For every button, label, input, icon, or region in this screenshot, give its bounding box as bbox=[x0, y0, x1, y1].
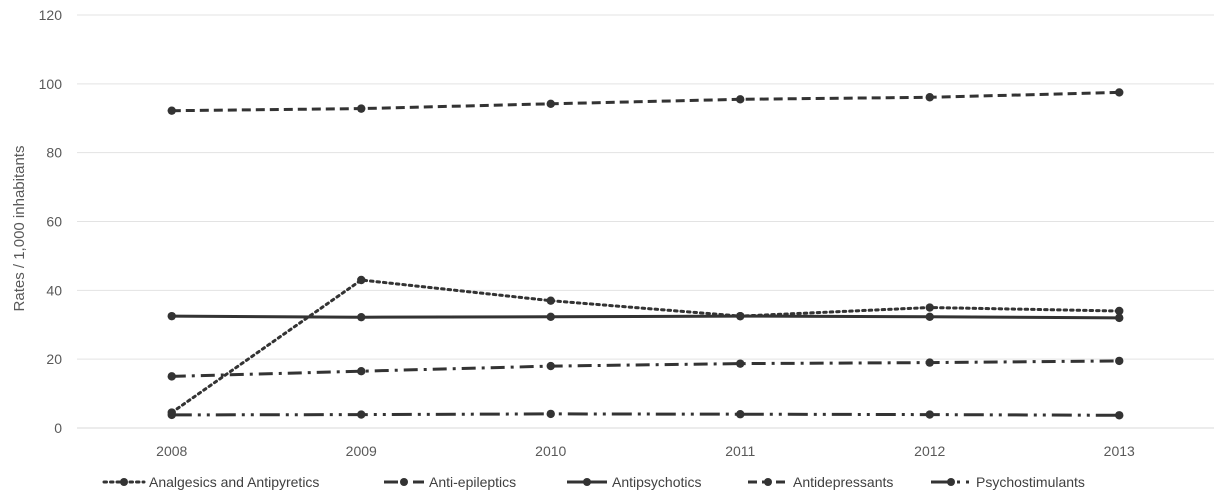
data-point bbox=[1115, 411, 1124, 420]
y-tick-label: 60 bbox=[46, 214, 62, 230]
x-tick-label: 2009 bbox=[346, 443, 377, 459]
data-point bbox=[1115, 306, 1124, 316]
legend-marker bbox=[947, 478, 955, 486]
legend-label: Psychostimulants bbox=[976, 474, 1085, 490]
series-line-3 bbox=[171, 90, 1120, 113]
legend-item: Anti-epileptics bbox=[384, 474, 516, 490]
y-tick-label: 0 bbox=[54, 420, 62, 436]
legend-item: Antidepressants bbox=[748, 474, 893, 490]
x-tick-label: 2013 bbox=[1104, 443, 1135, 459]
data-point bbox=[1115, 313, 1124, 323]
data-point bbox=[1115, 88, 1124, 97]
legend-item: Psychostimulants bbox=[931, 474, 1085, 490]
series-line-2 bbox=[171, 314, 1120, 320]
y-axis-title: Rates / 1,000 inhabitants bbox=[11, 146, 28, 312]
data-point bbox=[357, 275, 366, 285]
data-point bbox=[167, 106, 176, 115]
x-tick-label: 2011 bbox=[725, 443, 755, 459]
y-tick-label: 40 bbox=[46, 282, 62, 298]
data-point bbox=[546, 99, 555, 108]
data-point bbox=[357, 104, 366, 113]
x-tick-label: 2008 bbox=[156, 443, 187, 459]
data-point bbox=[546, 312, 555, 322]
series-line-4 bbox=[171, 412, 1120, 417]
legend-item: Analgesics and Antipyretics bbox=[102, 474, 319, 490]
data-point bbox=[925, 312, 934, 322]
data-point bbox=[736, 311, 745, 321]
x-axis-ticks: 2008 2009 2010 2011 2012 2013 bbox=[156, 443, 1135, 459]
legend-label: Antidepressants bbox=[793, 474, 893, 490]
gridlines bbox=[77, 14, 1214, 360]
data-point bbox=[1115, 356, 1124, 366]
x-tick-label: 2010 bbox=[535, 443, 566, 459]
series-line-0 bbox=[170, 278, 1121, 414]
y-tick-label: 100 bbox=[39, 76, 63, 92]
legend-label: Anti-epileptics bbox=[429, 474, 516, 490]
legend-item: Antipsychotics bbox=[567, 474, 701, 490]
series-group bbox=[167, 88, 1124, 420]
legend-marker bbox=[764, 478, 772, 486]
data-point bbox=[925, 303, 934, 312]
data-point bbox=[357, 312, 366, 322]
legend-label: Analgesics and Antipyretics bbox=[149, 474, 319, 490]
data-point bbox=[167, 410, 176, 420]
data-point bbox=[357, 410, 366, 419]
data-point bbox=[736, 359, 745, 368]
data-point bbox=[167, 311, 176, 321]
y-tick-label: 20 bbox=[46, 351, 62, 367]
legend-marker bbox=[583, 478, 591, 486]
data-point bbox=[357, 367, 366, 376]
x-tick-label: 2012 bbox=[914, 443, 945, 459]
data-point bbox=[925, 358, 934, 367]
data-point bbox=[546, 409, 555, 419]
data-point bbox=[925, 93, 934, 102]
data-point bbox=[736, 410, 745, 419]
legend: Analgesics and Antipyretics Anti-epilepti… bbox=[102, 474, 1085, 490]
legend-marker bbox=[120, 478, 128, 486]
data-point bbox=[925, 410, 934, 419]
data-point bbox=[546, 361, 555, 371]
data-point bbox=[546, 296, 555, 305]
y-tick-label: 120 bbox=[39, 7, 63, 23]
legend-label: Antipsychotics bbox=[612, 474, 701, 490]
legend-marker bbox=[400, 478, 408, 486]
data-point bbox=[736, 95, 745, 104]
data-point bbox=[167, 372, 176, 381]
y-axis-ticks: 0 20 40 60 80 100 120 bbox=[39, 7, 63, 436]
series-line-1 bbox=[171, 359, 1120, 378]
y-tick-label: 80 bbox=[46, 145, 62, 161]
